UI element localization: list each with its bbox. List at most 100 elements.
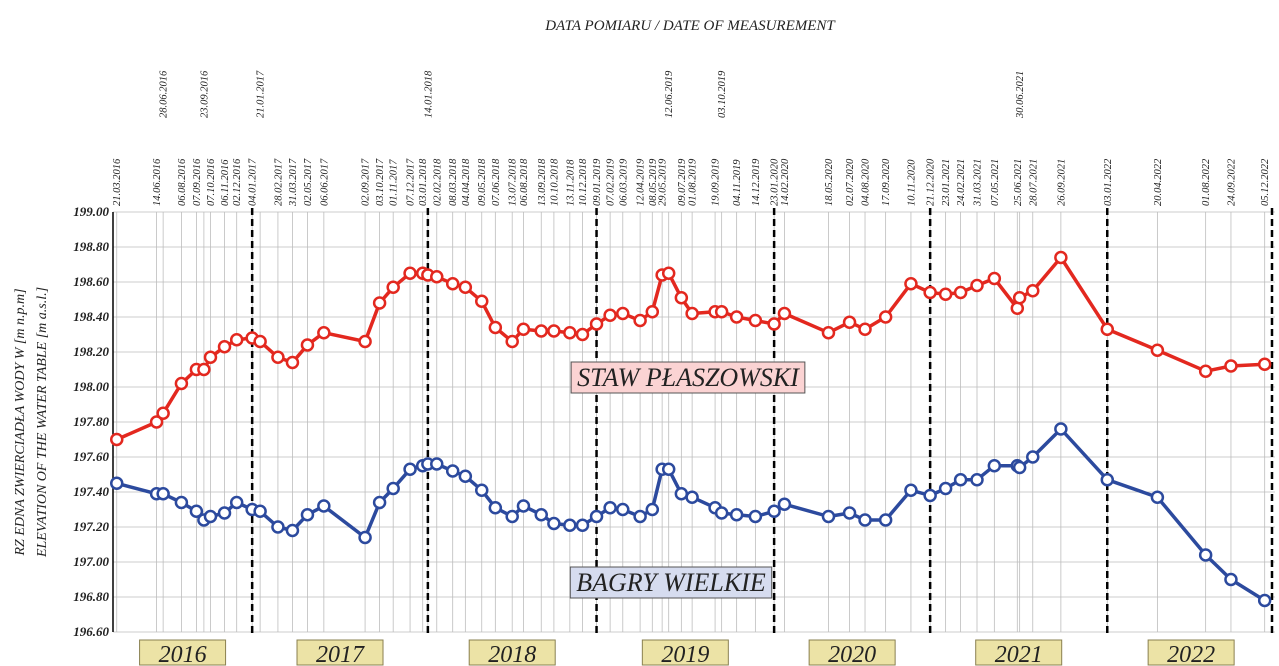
data-point xyxy=(516,499,531,513)
data-point xyxy=(589,317,604,331)
data-point xyxy=(372,495,387,510)
data-point xyxy=(685,490,699,504)
series-label: BAGRY WIELKIE xyxy=(576,568,766,597)
data-point xyxy=(458,280,473,294)
data-point xyxy=(253,334,267,349)
x-tick-label: 01.11.2017 xyxy=(389,159,400,206)
data-point xyxy=(1198,364,1213,378)
data-point xyxy=(156,487,170,501)
data-point xyxy=(1026,450,1040,464)
data-point xyxy=(217,340,232,354)
x-tick-label: 06.06.2017 xyxy=(319,158,330,206)
x-tick-label: 13.09.2018 xyxy=(537,158,548,206)
data-point xyxy=(904,483,918,497)
data-point xyxy=(1012,460,1027,475)
data-point xyxy=(858,513,872,527)
x-tick-label: 02.09.2017 xyxy=(361,158,372,206)
y-tick-label: 197.80 xyxy=(73,414,109,429)
x-tick-label: 03.01.2022 xyxy=(1103,158,1114,206)
x-tick-label: 23.01.2020 xyxy=(770,158,781,206)
x-tick-label: 06.03.2019 xyxy=(618,158,629,206)
data-point xyxy=(1100,473,1115,487)
data-point xyxy=(938,287,953,301)
x-tick-label: 09.01.2019 xyxy=(592,158,603,206)
year-box xyxy=(468,639,556,666)
data-point xyxy=(197,362,211,377)
data-point xyxy=(174,495,189,510)
data-point xyxy=(458,469,473,483)
data-point xyxy=(616,502,630,517)
x-tick-label: 14.01.2018 xyxy=(423,70,434,118)
data-point xyxy=(858,322,872,336)
x-tick-label: 14.02.2020 xyxy=(780,158,791,206)
data-point xyxy=(878,310,893,324)
x-tick-label: 10.11.2020 xyxy=(906,159,917,206)
x-tick-label: 08.05.2019 xyxy=(648,158,659,206)
x-tick-label: 19.09.2019 xyxy=(711,158,722,206)
y-axis-label: ELEVATION OF THE WATER TABLE [m a.s.l.] xyxy=(35,287,50,558)
x-tick-label: 14.06.2016 xyxy=(152,158,163,206)
data-point xyxy=(842,506,857,520)
x-tick-label: 07.06.2018 xyxy=(491,158,502,206)
data-point xyxy=(253,504,267,518)
data-point xyxy=(285,355,300,370)
data-point xyxy=(1026,284,1040,298)
data-point xyxy=(109,432,124,447)
data-point xyxy=(445,464,460,478)
data-point xyxy=(474,294,489,308)
y-tick-label: 197.20 xyxy=(73,519,109,534)
x-tick-label: 21.12.2020 xyxy=(926,158,937,206)
x-tick-label: 01.08.2022 xyxy=(1201,158,1212,206)
data-point xyxy=(372,296,387,310)
data-point xyxy=(547,324,561,338)
data-point xyxy=(729,310,744,324)
data-point xyxy=(229,333,244,347)
data-point xyxy=(534,324,549,338)
x-tick-label: 31.03.2021 xyxy=(973,159,984,207)
data-point xyxy=(203,350,218,364)
data-point xyxy=(189,504,204,518)
data-point xyxy=(563,518,577,532)
data-point xyxy=(386,481,400,496)
x-tick-label: 01.08.2019 xyxy=(688,158,699,206)
data-point xyxy=(109,476,124,490)
data-point xyxy=(358,334,372,349)
x-tick-label: 06.11.2016 xyxy=(220,159,231,206)
data-point xyxy=(970,278,984,293)
x-tick-label: 03.10.2017 xyxy=(375,158,386,206)
data-point xyxy=(729,508,744,522)
data-point xyxy=(661,462,676,476)
data-point xyxy=(923,285,937,300)
data-point xyxy=(203,509,218,524)
data-point xyxy=(714,506,729,520)
x-tick-label: 04.11.2019 xyxy=(732,159,743,206)
data-point xyxy=(403,462,417,476)
x-tick-label: 12.06.2019 xyxy=(664,70,675,118)
x-tick-label: 29.05.2019 xyxy=(658,158,669,206)
y-tick-label: 197.00 xyxy=(73,554,109,569)
x-tick-label: 02.05.2017 xyxy=(303,158,314,206)
data-point xyxy=(767,317,781,331)
data-point xyxy=(633,509,647,524)
data-point xyxy=(229,495,244,510)
x-tick-label: 07.12.2017 xyxy=(406,158,417,206)
data-point xyxy=(445,277,460,291)
data-point xyxy=(987,271,1002,286)
data-point xyxy=(505,509,519,524)
data-point xyxy=(603,501,617,515)
data-point xyxy=(1257,357,1272,371)
data-point xyxy=(1054,422,1068,436)
x-tick-label: 31.03.2017 xyxy=(288,158,299,207)
data-point xyxy=(714,305,729,319)
data-point xyxy=(923,488,937,503)
year-box xyxy=(296,639,384,666)
x-tick-label: 24.02.2021 xyxy=(956,159,967,206)
data-point xyxy=(953,473,968,487)
data-point xyxy=(674,291,689,305)
x-tick-label: 23.09.2016 xyxy=(199,70,210,118)
data-point xyxy=(938,481,953,496)
data-point xyxy=(842,315,857,329)
data-point xyxy=(748,313,763,328)
data-point xyxy=(1012,291,1027,305)
